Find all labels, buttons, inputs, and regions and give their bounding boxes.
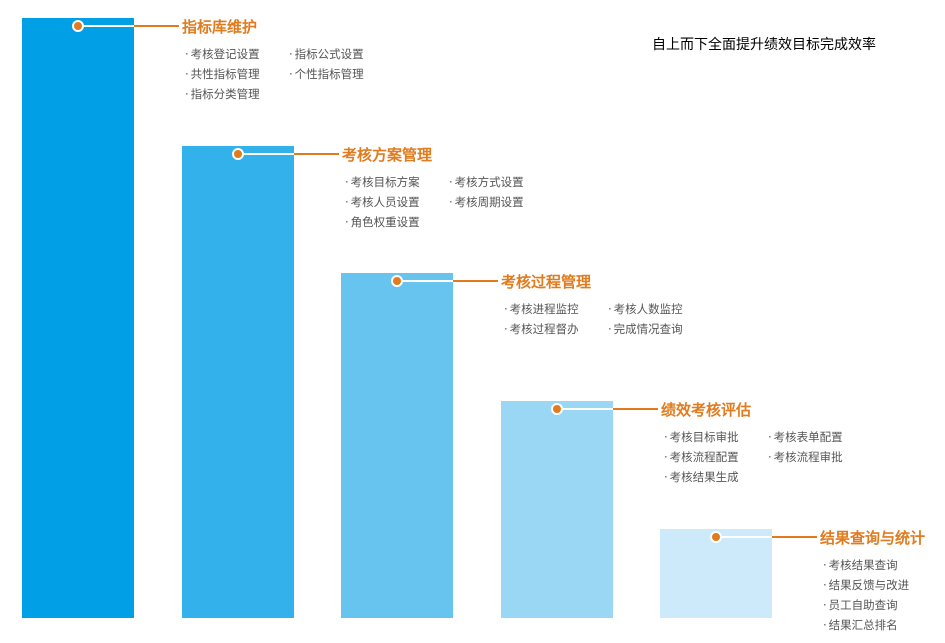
marker-dot-icon — [72, 20, 84, 32]
stage-bar — [660, 529, 772, 618]
stage-title: 考核过程管理 — [501, 273, 592, 291]
marker-dot-icon — [232, 148, 244, 160]
stage-item: 考核方式设置 — [449, 174, 553, 190]
stage-item: 考核结果查询 — [823, 557, 933, 573]
stage-bar — [22, 18, 134, 618]
stage-item: 指标公式设置 — [289, 46, 393, 62]
connector-line — [134, 25, 179, 27]
connector-line — [613, 408, 658, 410]
connector-line — [453, 280, 498, 282]
marker-dot-icon — [710, 531, 722, 543]
stage-title: 绩效考核评估 — [661, 401, 752, 419]
stage-title: 考核方案管理 — [342, 146, 433, 164]
stage-items: 考核登记设置指标公式设置共性指标管理个性指标管理指标分类管理 — [185, 46, 393, 102]
marker-dot-icon — [551, 403, 563, 415]
stage-bar — [341, 273, 453, 618]
stage-item: 角色权重设置 — [345, 214, 449, 230]
connector-line — [772, 536, 817, 538]
stage-item: 考核人数监控 — [608, 301, 712, 317]
stage-items: 考核结果查询结果反馈与改进员工自助查询结果汇总排名 — [823, 557, 933, 633]
stage-item: 考核登记设置 — [185, 46, 289, 62]
stage-item: 考核过程督办 — [504, 321, 608, 337]
stage-item: 完成情况查询 — [608, 321, 712, 337]
stage-item: 员工自助查询 — [823, 597, 933, 613]
stage-item: 考核结果生成 — [664, 469, 768, 485]
stage-items: 考核目标方案考核方式设置考核人员设置考核周期设置角色权重设置 — [345, 174, 553, 230]
stage-item: 考核人员设置 — [345, 194, 449, 210]
stage-bar — [182, 146, 294, 618]
connector-line — [242, 153, 294, 155]
connector-line — [294, 153, 339, 155]
stage-title: 结果查询与统计 — [820, 529, 926, 547]
stage-item: 结果反馈与改进 — [823, 577, 933, 593]
stage-item: 考核目标审批 — [664, 429, 768, 445]
stage-items: 考核进程监控考核人数监控考核过程督办完成情况查询 — [504, 301, 712, 337]
connector-line — [561, 408, 613, 410]
stage-item: 考核表单配置 — [768, 429, 872, 445]
stage-item: 考核流程审批 — [768, 449, 872, 465]
stage-item: 个性指标管理 — [289, 66, 393, 82]
stage-item: 结果汇总排名 — [823, 617, 933, 633]
connector-line — [401, 280, 453, 282]
stage-item: 考核周期设置 — [449, 194, 553, 210]
connector-line — [720, 536, 772, 538]
marker-dot-icon — [391, 275, 403, 287]
stage-items: 考核目标审批考核表单配置考核流程配置考核流程审批考核结果生成 — [664, 429, 872, 485]
stage-item: 考核进程监控 — [504, 301, 608, 317]
connector-line — [82, 25, 134, 27]
stage-item: 共性指标管理 — [185, 66, 289, 82]
stage-item: 指标分类管理 — [185, 86, 289, 102]
stage-item: 考核目标方案 — [345, 174, 449, 190]
headline: 自上而下全面提升绩效目标完成效率 — [652, 37, 876, 53]
stage-title: 指标库维护 — [182, 18, 258, 36]
stage-item: 考核流程配置 — [664, 449, 768, 465]
stage-bar — [501, 401, 613, 618]
